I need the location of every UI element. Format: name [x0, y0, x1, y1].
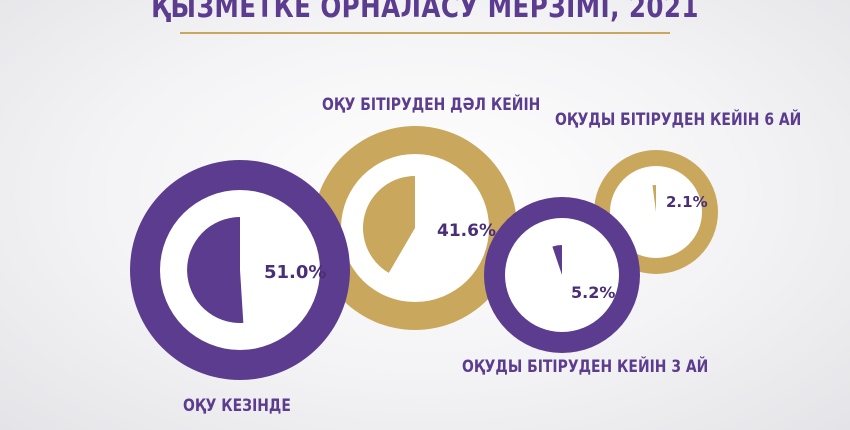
label-3-months-after: ОҚУДЫ БІТІРУДЕН КЕЙІН 3 АЙ — [462, 357, 709, 377]
pie-slice-0 — [187, 217, 244, 323]
donut-1: 41.6% — [313, 126, 517, 330]
label-during-study: ОҚУ КЕЗІНДЕ — [183, 396, 291, 416]
value-label-3: 2.1% — [666, 193, 708, 211]
pie-slice-2 — [552, 245, 562, 275]
value-label-0: 51.0% — [264, 262, 326, 283]
chart-title: ҚЫЗМЕТКЕ ОРНАЛАСУ МЕРЗІМІ, 2021 — [151, 0, 699, 25]
pie-slice-1 — [363, 176, 415, 273]
value-label-1: 41.6% — [437, 221, 496, 241]
label-right-after-graduation: ОҚУ БІТІРУДЕН ДӘЛ КЕЙІН — [322, 95, 541, 115]
title-underline — [180, 32, 670, 34]
label-6-months-after: ОҚУДЫ БІТІРУДЕН КЕЙІН 6 АЙ — [555, 110, 802, 130]
donut-0: 51.0% — [130, 160, 350, 380]
value-label-2: 5.2% — [571, 283, 615, 302]
pie-slice-3 — [652, 184, 656, 212]
donut-2: 5.2% — [484, 197, 640, 353]
